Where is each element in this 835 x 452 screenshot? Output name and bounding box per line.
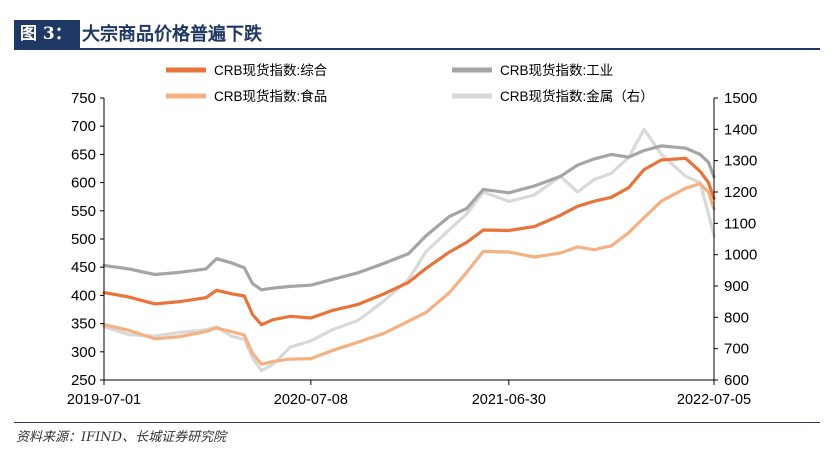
figure-header: 图 3： 大宗商品价格普遍下跌 bbox=[14, 20, 820, 50]
legend-label-3: CRB现货指数:金属（右） bbox=[500, 88, 654, 104]
y-right-tick-label-6: 1200 bbox=[724, 184, 757, 201]
y-left-tick-label-6: 550 bbox=[71, 203, 96, 220]
x-tick-label-0: 2019-07-01 bbox=[67, 392, 141, 408]
legend-label-1: CRB现货指数:工业 bbox=[500, 62, 613, 78]
figure-title: 大宗商品价格普遍下跌 bbox=[82, 24, 262, 45]
y-left-tick-label-10: 750 bbox=[71, 90, 96, 107]
y-left-tick-label-3: 400 bbox=[71, 287, 96, 304]
series-line-0 bbox=[102, 156, 716, 327]
y-right-tick-label-0: 600 bbox=[724, 372, 749, 389]
series-line-1 bbox=[102, 144, 716, 292]
y-left-tick-label-7: 600 bbox=[71, 175, 96, 192]
legend-label-2: CRB现货指数:食品 bbox=[214, 88, 327, 104]
y-right-tick-label-8: 1400 bbox=[724, 121, 757, 138]
y-right-tick-label-9: 1500 bbox=[724, 90, 757, 107]
y-left-tick-label-2: 350 bbox=[71, 316, 96, 333]
y-left-tick-label-5: 500 bbox=[71, 231, 96, 248]
y-right-tick-label-5: 1100 bbox=[724, 215, 756, 232]
line-chart: 250 300 350 400 450 500 550 600 650 700 750 600 700 8… bbox=[67, 62, 757, 408]
y-left-tick-label-9: 700 bbox=[71, 118, 96, 135]
y-right-tick-label-2: 800 bbox=[724, 309, 749, 326]
y-left-tick-label-4: 450 bbox=[71, 259, 96, 276]
footer-divider bbox=[14, 422, 820, 423]
x-tick-label-3: 2022-07-05 bbox=[677, 392, 751, 408]
legend-label-0: CRB现货指数:综合 bbox=[214, 62, 328, 78]
y-right-tick-label-4: 1000 bbox=[724, 247, 757, 264]
y-right-tick-label-3: 900 bbox=[724, 278, 749, 295]
y-left-tick-label-1: 300 bbox=[71, 344, 96, 361]
y-right-tick-label-7: 1300 bbox=[724, 153, 757, 170]
series-line-2 bbox=[102, 182, 716, 366]
y-left-tick-label-0: 250 bbox=[71, 372, 96, 389]
y-right-tick-label-1: 700 bbox=[724, 341, 749, 358]
figure-label: 图 3： bbox=[14, 20, 80, 48]
x-tick-label-1: 2020-07-08 bbox=[274, 392, 348, 408]
y-left-tick-label-8: 650 bbox=[71, 146, 96, 163]
x-tick-label-2: 2021-06-30 bbox=[472, 392, 546, 408]
source-note: 资料来源：IFIND、长城证券研究院 bbox=[16, 430, 227, 445]
